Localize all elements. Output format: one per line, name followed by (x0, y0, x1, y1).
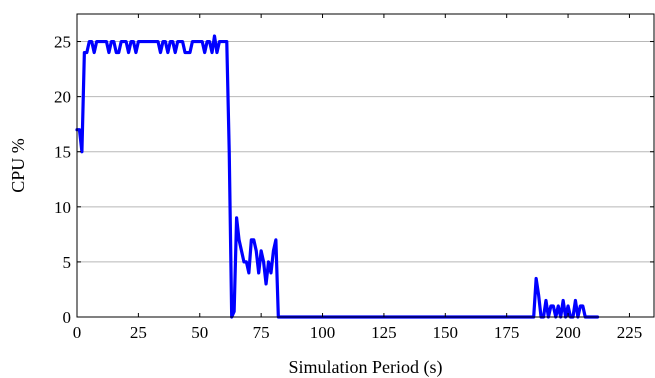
x-tick-label: 125 (371, 323, 397, 342)
y-tick-label: 15 (54, 143, 71, 162)
y-tick-label: 10 (54, 198, 71, 217)
x-axis: 0 25 50 75 100 125 150 175 200 225 (73, 14, 642, 342)
y-tick-label: 5 (63, 253, 72, 272)
y-tick-label: 20 (54, 88, 71, 107)
grid-lines (77, 41, 654, 263)
x-tick-label: 50 (191, 323, 208, 342)
x-tick-label: 225 (617, 323, 643, 342)
x-tick-label: 150 (433, 323, 459, 342)
y-axis-title: CPU % (8, 138, 28, 193)
x-tick-label: 25 (130, 323, 147, 342)
x-tick-label: 175 (494, 323, 520, 342)
x-tick-label: 75 (253, 323, 270, 342)
y-tick-label: 0 (63, 308, 72, 327)
x-tick-label: 200 (555, 323, 581, 342)
x-axis-title: Simulation Period (s) (289, 357, 443, 378)
x-tick-label: 100 (310, 323, 336, 342)
plot-series (75, 34, 600, 319)
y-axis: 0 5 10 15 20 25 (54, 33, 654, 327)
series-line-0 (75, 34, 600, 319)
y-tick-label: 25 (54, 33, 71, 52)
plot-frame (76, 13, 655, 318)
x-tick-label: 0 (73, 323, 82, 342)
